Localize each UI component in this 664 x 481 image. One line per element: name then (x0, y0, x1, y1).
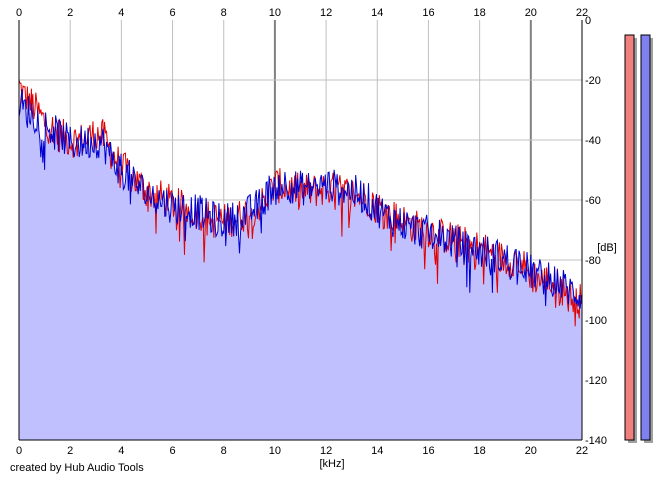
y-tick-label: -80 (585, 255, 601, 267)
tick-labels: 002244668810101212141416161818202022220-… (16, 7, 607, 457)
x-tick-label-bottom: 20 (525, 445, 537, 457)
x-tick-label-bottom: 10 (269, 445, 281, 457)
x-tick-label-top: 4 (118, 7, 124, 19)
spectrum-fill (19, 89, 582, 440)
x-tick-label-top: 2 (67, 7, 73, 19)
x-tick-label-bottom: 14 (371, 445, 383, 457)
x-tick-label-bottom: 2 (67, 445, 73, 457)
x-tick-label-top: 8 (221, 7, 227, 19)
spectrum-fill-area (19, 89, 582, 440)
level-meter-channel-2 (640, 34, 651, 441)
x-tick-label-bottom: 8 (221, 445, 227, 457)
axes (18, 20, 583, 441)
y-tick-label: -40 (585, 135, 601, 147)
y-axis-label: [dB] (597, 242, 617, 254)
level-meters (624, 34, 653, 443)
series-channel-2-line (18, 89, 582, 309)
x-tick-label-top: 18 (474, 7, 486, 19)
y-tick-label: -140 (585, 435, 607, 447)
y-tick-label: -120 (585, 375, 607, 387)
x-tick-label-bottom: 18 (474, 445, 486, 457)
x-tick-label-top: 12 (320, 7, 332, 19)
x-tick-label-bottom: 4 (118, 445, 124, 457)
x-tick-label-top: 10 (269, 7, 281, 19)
x-tick-label-bottom: 0 (16, 445, 22, 457)
x-tick-label-top: 20 (525, 7, 537, 19)
y-tick-label: -60 (585, 195, 601, 207)
x-tick-label-top: 0 (16, 7, 22, 19)
x-tick-label-top: 6 (169, 7, 175, 19)
x-tick-label-bottom: 12 (320, 445, 332, 457)
x-tick-label-top: 16 (422, 7, 434, 19)
series-lines (18, 80, 582, 327)
x-tick-label-top: 22 (576, 7, 588, 19)
y-tick-label: -100 (585, 315, 607, 327)
credit-text: created by Hub Audio Tools (10, 462, 144, 474)
x-tick-label-bottom: 22 (576, 445, 588, 457)
y-tick-label: -20 (585, 75, 601, 87)
x-tick-label-top: 14 (371, 7, 383, 19)
x-tick-label-bottom: 16 (422, 445, 434, 457)
y-tick-label: 0 (585, 15, 591, 27)
x-axis-label: [kHz] (319, 458, 344, 470)
x-tick-label-bottom: 6 (169, 445, 175, 457)
level-meter-channel-1 (624, 34, 635, 441)
